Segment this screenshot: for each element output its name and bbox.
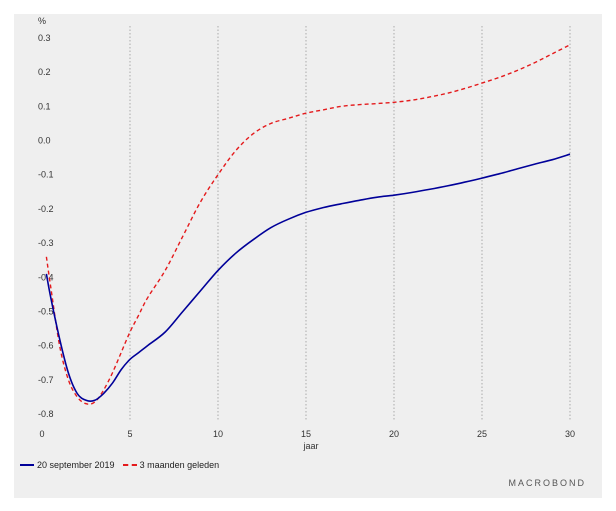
x-tick-label: 30: [565, 429, 575, 439]
legend-label-series-1: 20 september 2019: [37, 460, 115, 470]
series-line-3-maanden-geleden: [45, 44, 571, 405]
chart-panel: [14, 14, 602, 498]
y-tick-label: 0.1: [38, 101, 51, 111]
legend-item-series-1: 20 september 2019: [20, 460, 115, 470]
y-tick-label: -0.6: [38, 341, 54, 351]
series-lines: [45, 44, 571, 405]
x-tick-label: 25: [477, 429, 487, 439]
legend: 20 september 2019 3 maanden geleden: [20, 460, 219, 470]
y-tick-label: -0.4: [38, 272, 54, 282]
y-tick-label: 0.0: [38, 136, 51, 146]
y-tick-label: 0.3: [38, 33, 51, 43]
legend-item-series-2: 3 maanden geleden: [122, 460, 220, 470]
x-tick-label: 5: [127, 429, 132, 439]
gridlines: [129, 26, 571, 420]
y-tick-label: -0.8: [38, 409, 54, 419]
macrobond-logo: MACROBOND: [508, 478, 586, 488]
y-tick-label: -0.3: [38, 238, 54, 248]
legend-swatch-dashed: [122, 464, 137, 466]
legend-swatch-solid: [20, 464, 34, 466]
x-tick-label: 10: [213, 429, 223, 439]
x-tick-label: 0: [39, 429, 44, 439]
tick-labels: 0.3 0.2 0.1 0.0 -0.1 -0.2 -0.3 -0.4 -0.5 -0.6 -0.7…: [38, 33, 575, 439]
x-axis-label: jaar: [302, 441, 318, 451]
series-line-20-september-2019: [45, 153, 571, 402]
legend-label-series-2: 3 maanden geleden: [139, 460, 220, 470]
y-tick-label: -0.2: [38, 204, 54, 214]
y-tick-label: -0.7: [38, 375, 54, 385]
y-axis-label: %: [38, 16, 46, 26]
y-tick-label: -0.5: [38, 306, 54, 316]
x-tick-label: 20: [389, 429, 399, 439]
y-tick-label: -0.1: [38, 170, 54, 180]
y-tick-label: 0.2: [38, 67, 51, 77]
x-tick-label: 15: [301, 429, 311, 439]
